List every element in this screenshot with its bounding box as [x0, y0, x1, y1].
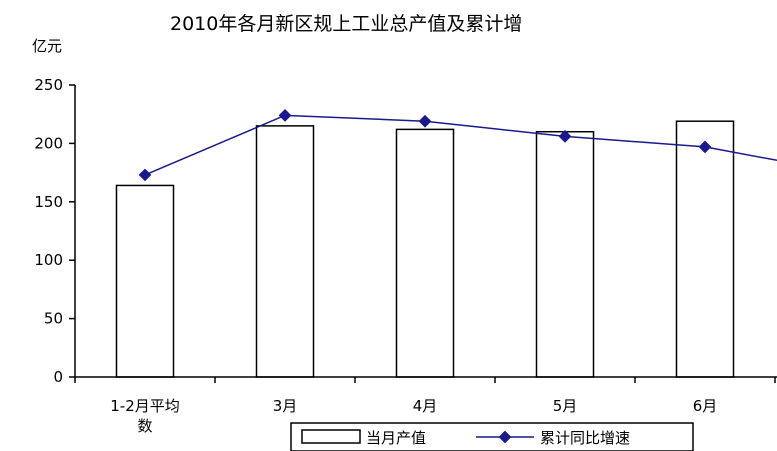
x-tick-label: 数 [137, 417, 152, 435]
bar [535, 130, 595, 378]
line-point [138, 168, 152, 182]
x-tick-label: 4月 [413, 397, 438, 415]
legend-bar-swatch [301, 429, 361, 444]
bar [255, 125, 315, 378]
x-tick-label: 1-2月平均 [110, 397, 180, 415]
line-point [278, 109, 292, 122]
bar [675, 120, 735, 378]
x-tick-label: 3月 [273, 397, 298, 415]
legend: 当月产值 累计同比增速 [290, 422, 694, 451]
y-tick-label: 150 [34, 193, 63, 211]
legend-label-bar: 当月产值 [366, 429, 426, 447]
legend-label-line: 累计同比增速 [540, 429, 630, 447]
bar [395, 128, 455, 378]
y-axis-label: 亿元 [32, 37, 62, 55]
y-tick-label: 100 [34, 251, 63, 269]
y-tick-label: 0 [53, 368, 63, 386]
line-series-path [144, 114, 777, 176]
x-tick-label: 5月 [553, 397, 578, 415]
line-point [418, 114, 432, 128]
bar [115, 184, 175, 378]
legend-line-marker [498, 430, 512, 444]
chart-title: 2010年各月新区规上工业总产值及累计增 [170, 13, 522, 35]
y-tick-label: 250 [34, 76, 63, 94]
x-tick-label: 6月 [693, 397, 718, 415]
y-tick-label: 50 [44, 310, 63, 328]
y-tick-label: 200 [34, 134, 63, 152]
